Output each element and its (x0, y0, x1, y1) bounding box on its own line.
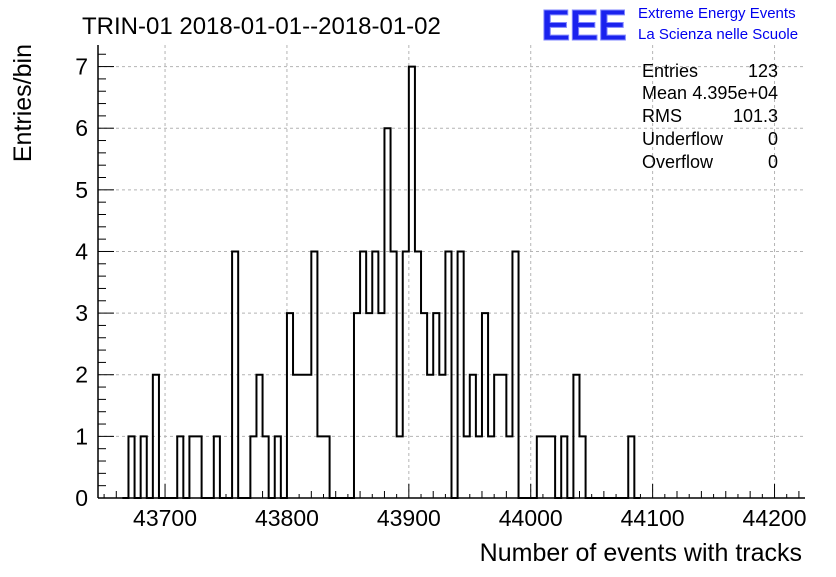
y-tick-label: 5 (75, 177, 88, 203)
histogram-layer (122, 65, 641, 499)
histogram-bin (299, 375, 305, 498)
x-tick-label: 43800 (255, 505, 319, 531)
histogram-bin (573, 375, 579, 498)
histogram-bin (421, 313, 427, 498)
y-axis-label: Entries/bin (9, 44, 37, 162)
logo-line-2: La Scienza nelle Scuole (638, 26, 798, 43)
stats-rms-value: 101.3 (733, 106, 778, 126)
histogram-bin (464, 436, 470, 498)
histogram-bin (561, 436, 567, 498)
histogram-bin (543, 436, 549, 498)
y-tick-label: 7 (75, 54, 88, 80)
stats-overflow-value: 0 (768, 152, 778, 172)
stats-overflow-label: Overflow (642, 152, 714, 172)
histogram-bin (275, 436, 281, 498)
logo-line-1: Extreme Energy Events (638, 5, 796, 22)
stats-entries-label: Entries (642, 61, 698, 81)
histogram-bin (354, 313, 360, 498)
logo-mark: EEE (541, 1, 626, 50)
histogram-bin (512, 251, 518, 498)
y-tick-label: 3 (75, 300, 88, 326)
histogram-bin (214, 436, 220, 498)
histogram-bin (500, 375, 506, 498)
histogram-bin (433, 313, 439, 498)
histogram-bin (439, 375, 445, 498)
stats-entries-value: 123 (748, 61, 778, 81)
chart-title: TRIN-01 2018-01-01--2018-01-02 (82, 13, 441, 40)
histogram-bin (189, 436, 195, 498)
histogram-bin (445, 251, 451, 498)
histogram-bin (579, 436, 585, 498)
x-tick-label: 43700 (133, 505, 197, 531)
y-tick-label: 6 (75, 115, 88, 141)
histogram-bin (366, 313, 372, 498)
histogram-bin (427, 375, 433, 498)
y-tick-label: 0 (75, 485, 88, 511)
stats-underflow-value: 0 (768, 129, 778, 149)
histogram-bin (403, 251, 409, 498)
histogram-bin (305, 375, 311, 498)
stats-underflow-label: Underflow (642, 129, 724, 149)
stats-rms-label: RMS (642, 106, 682, 126)
histogram-bin (506, 436, 512, 498)
histogram-bin (196, 436, 202, 498)
x-tick-label: 44100 (621, 505, 685, 531)
y-tick-label: 1 (75, 423, 88, 449)
histogram-bin (324, 436, 330, 498)
histogram-bin (537, 436, 543, 498)
histogram-bin (482, 313, 488, 498)
histogram-bin (458, 251, 464, 498)
histogram-bin (263, 436, 269, 498)
histogram-bin (232, 251, 238, 498)
histogram-bin (415, 251, 421, 498)
histogram-bin (311, 251, 317, 498)
histogram-bin (549, 436, 555, 498)
histogram-bin (391, 251, 397, 498)
y-tick-label: 2 (75, 362, 88, 388)
grid-layer (98, 45, 805, 498)
histogram-bin (360, 251, 366, 498)
histogram-bin (488, 436, 494, 498)
histogram-bin (476, 436, 482, 498)
histogram-bin (409, 67, 415, 498)
histogram-bin (256, 375, 262, 498)
y-tick-label: 4 (75, 238, 88, 264)
eee-logo: EEE Extreme Energy Events La Scienza nel… (541, 1, 799, 51)
histogram-bin (384, 128, 390, 498)
x-axis-label: Number of events with tracks (480, 539, 802, 567)
histogram-bin (378, 313, 384, 498)
histogram-bin (287, 313, 293, 498)
stats-box: Entries 123 Mean 4.395e+04 RMS 101.3 Und… (642, 61, 778, 172)
histogram-bin (470, 375, 476, 498)
histogram-bin (128, 436, 134, 498)
histogram-bin (177, 436, 183, 498)
histogram-bin (372, 251, 378, 498)
x-tick-label: 44000 (499, 505, 563, 531)
stats-mean-label: Mean (642, 83, 687, 103)
x-tick-label: 43900 (377, 505, 441, 531)
histogram-bin (141, 436, 147, 498)
histogram-bin (494, 375, 500, 498)
histogram-bin (293, 375, 299, 498)
histogram-bin (250, 436, 256, 498)
histogram-bin (317, 436, 323, 498)
histogram-bin (397, 436, 403, 498)
x-tick-label: 44200 (743, 505, 807, 531)
histogram-bin (628, 436, 634, 498)
stats-mean-value: 4.395e+04 (692, 83, 778, 103)
histogram-bin (153, 375, 159, 498)
